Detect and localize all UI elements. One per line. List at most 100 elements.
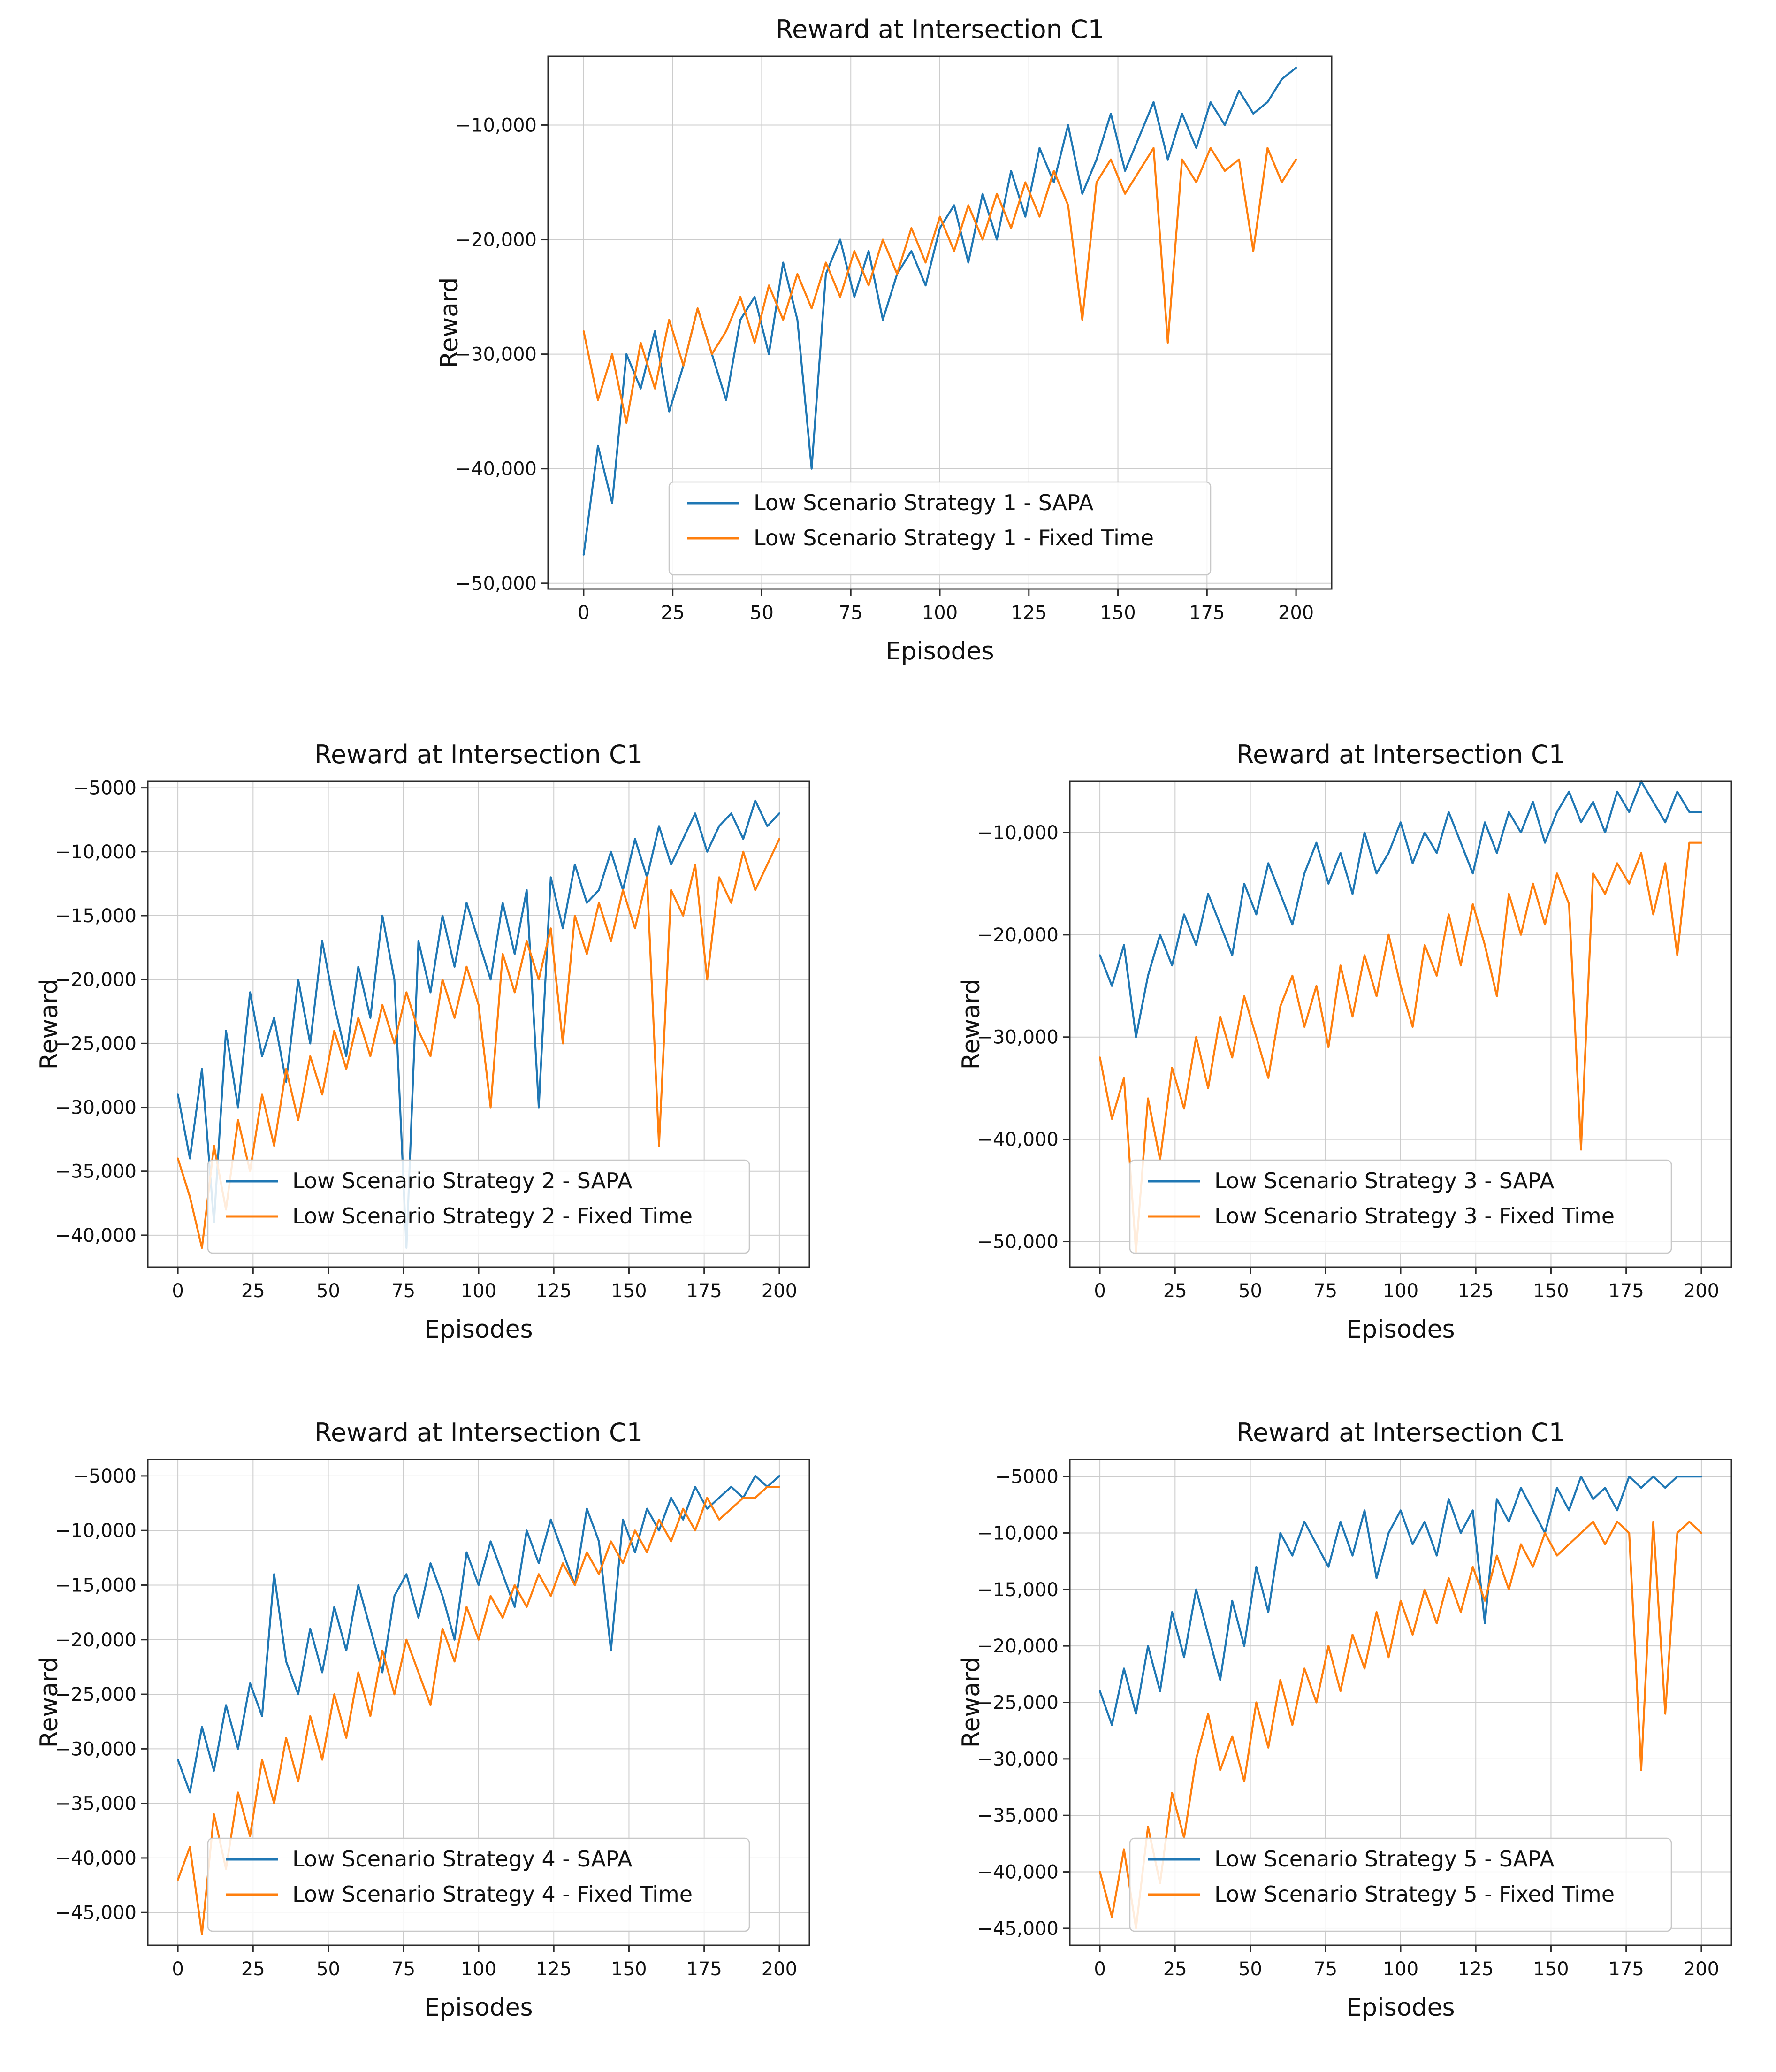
legend-box: [668, 481, 1211, 576]
x-tick-label: 125: [1458, 1280, 1494, 1302]
x-tick-label: 200: [1278, 602, 1313, 624]
x-tick-label: 75: [391, 1958, 415, 1980]
chart-reward-strategy-1: 0 25 50 75 100 125 150 175 200 −10,000 −20,000 −30,…: [428, 12, 1348, 697]
legend-label: Low Scenario Strategy 4 - SAPA: [292, 1846, 633, 1872]
chart-title: Reward at Intersection C1: [1236, 1418, 1565, 1447]
y-tick-label: −30,000: [55, 1097, 137, 1119]
legend-label: Low Scenario Strategy 4 - Fixed Time: [292, 1881, 693, 1907]
legend-label: Low Scenario Strategy 2 - SAPA: [292, 1168, 633, 1193]
legend-box: [207, 1159, 750, 1254]
chart-strategy-5-svg: 0 25 50 75 100 125 150 175 200 −5000 −10,000 −15,00…: [957, 1418, 1732, 2022]
series-line-fixed-time: [1099, 1521, 1703, 1930]
x-tick-label: 75: [838, 602, 862, 624]
legend-label: Low Scenario Strategy 5 - SAPA: [1214, 1846, 1555, 1872]
y-tick-label: −10,000: [55, 841, 137, 863]
x-tick-label: 0: [172, 1280, 183, 1302]
chart-title: Reward at Intersection C1: [314, 740, 643, 769]
legend-box: [1129, 1159, 1672, 1254]
x-tick-label: 0: [1094, 1958, 1105, 1980]
x-tick-label: 200: [762, 1280, 797, 1302]
legend-label: Low Scenario Strategy 1 - SAPA: [754, 490, 1094, 515]
legend: Low Scenario Strategy 5 - SAPA Low Scenar…: [1129, 1837, 1672, 1932]
legend-box: [1129, 1837, 1672, 1932]
series-line-fixed-time: [1099, 841, 1703, 1253]
x-tick-label: 175: [686, 1958, 722, 1980]
y-tick-label: −10,000: [977, 1522, 1059, 1544]
y-tick-label: −25,000: [55, 1684, 137, 1705]
x-tick-label: 0: [578, 602, 589, 624]
x-tick-label: 100: [461, 1280, 496, 1302]
series-line-sapa: [1099, 1476, 1703, 1726]
x-axis-label: Episodes: [1346, 1994, 1455, 2022]
y-tick-label: −20,000: [55, 969, 137, 991]
y-tick-label: −25,000: [977, 1692, 1059, 1714]
chart-title: Reward at Intersection C1: [775, 15, 1104, 44]
x-tick-label: 25: [241, 1958, 265, 1980]
y-tick-label: −40,000: [977, 1862, 1059, 1883]
y-axis-label: Reward: [435, 277, 464, 368]
x-tick-label: 125: [536, 1280, 572, 1302]
y-tick-label: −35,000: [977, 1805, 1059, 1827]
x-tick-label: 100: [1383, 1280, 1418, 1302]
x-tick-label: 50: [1238, 1958, 1262, 1980]
y-tick-label: −30,000: [55, 1738, 137, 1760]
chart-reward-strategy-4: 0 25 50 75 100 125 150 175 200 −5000 −10,000 −15,00…: [28, 1415, 826, 2053]
legend-label: Low Scenario Strategy 1 - Fixed Time: [754, 525, 1154, 550]
y-tick-label: −20,000: [977, 925, 1059, 946]
y-tick-label: −30,000: [977, 1027, 1059, 1048]
y-tick-label: −15,000: [55, 905, 137, 927]
x-tick-label: 75: [391, 1280, 415, 1302]
y-tick-label: −40,000: [55, 1225, 137, 1246]
y-tick-label: −5000: [995, 1466, 1059, 1488]
x-tick-label: 100: [461, 1958, 496, 1980]
row-1: 0 25 50 75 100 125 150 175 200 −10,000 −20,000 −30,…: [0, 12, 1776, 697]
chart-strategy-1-svg: 0 25 50 75 100 125 150 175 200 −10,000 −20,000 −30,…: [435, 15, 1332, 665]
series-line-fixed-time: [582, 147, 1297, 424]
x-tick-label: 25: [1163, 1958, 1187, 1980]
y-tick-label: −45,000: [55, 1902, 137, 1924]
x-tick-label: 50: [1238, 1280, 1262, 1302]
y-axis-label: Reward: [957, 1657, 985, 1748]
y-tick-label: −35,000: [55, 1793, 137, 1815]
chart-strategy-4-svg: 0 25 50 75 100 125 150 175 200 −5000 −10,000 −15,00…: [35, 1418, 810, 2022]
x-tick-label: 150: [1533, 1958, 1569, 1980]
legend: Low Scenario Strategy 2 - SAPA Low Scenar…: [207, 1159, 750, 1254]
x-tick-label: 150: [1100, 602, 1136, 624]
legend: Low Scenario Strategy 3 - SAPA Low Scenar…: [1129, 1159, 1672, 1254]
y-tick-label: −40,000: [977, 1129, 1059, 1151]
x-tick-label: 150: [611, 1280, 647, 1302]
row-3: 0 25 50 75 100 125 150 175 200 −5000 −10,000 −15,00…: [0, 1415, 1776, 2053]
x-axis-label: Episodes: [424, 1994, 533, 2022]
y-tick-label: −5000: [73, 778, 137, 799]
x-tick-label: 25: [1163, 1280, 1187, 1302]
y-tick-label: −10,000: [977, 822, 1059, 844]
legend-label: Low Scenario Strategy 3 - Fixed Time: [1214, 1203, 1615, 1229]
legend-label: Low Scenario Strategy 2 - Fixed Time: [292, 1203, 693, 1229]
x-tick-label: 125: [1458, 1958, 1494, 1980]
y-tick-label: −45,000: [977, 1918, 1059, 1940]
chart-title: Reward at Intersection C1: [1236, 740, 1565, 769]
y-tick-label: −20,000: [977, 1636, 1059, 1657]
legend-label: Low Scenario Strategy 5 - Fixed Time: [1214, 1881, 1615, 1907]
x-tick-label: 200: [762, 1958, 797, 1980]
series-line-fixed-time: [177, 838, 781, 1249]
x-axis-label: Episodes: [1346, 1315, 1455, 1344]
x-tick-label: 175: [1189, 602, 1225, 624]
x-tick-label: 100: [922, 602, 957, 624]
x-tick-label: 25: [661, 602, 685, 624]
y-tick-label: −35,000: [55, 1161, 137, 1183]
y-tick-label: −40,000: [455, 459, 536, 480]
y-axis-label: Reward: [35, 1657, 63, 1748]
x-tick-label: 150: [1533, 1280, 1569, 1302]
x-tick-label: 125: [1011, 602, 1046, 624]
series-line-sapa: [177, 799, 781, 1249]
y-tick-label: −20,000: [455, 229, 536, 251]
x-tick-label: 200: [1684, 1958, 1719, 1980]
y-axis-label: Reward: [35, 979, 63, 1070]
chart-reward-strategy-3: 0 25 50 75 100 125 150 175 200 −10,000 −20,000 −30,…: [950, 737, 1748, 1375]
x-tick-label: 175: [686, 1280, 722, 1302]
row-2: 0 25 50 75 100 125 150 175 200 −5000 −10,000 −15,00…: [0, 737, 1776, 1375]
y-tick-label: −50,000: [977, 1231, 1059, 1253]
legend-box: [207, 1837, 750, 1932]
series-line-fixed-time: [177, 1486, 781, 1935]
